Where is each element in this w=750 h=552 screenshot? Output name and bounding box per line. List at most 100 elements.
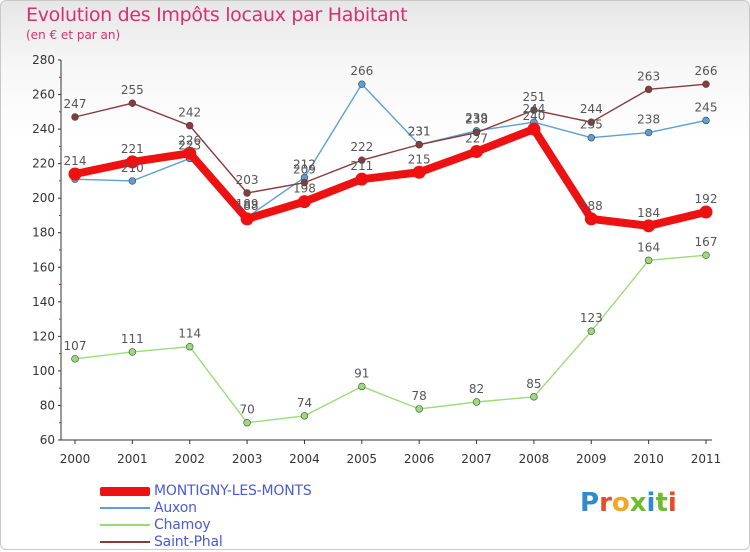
data-point-montigny-les-monts <box>68 167 82 181</box>
data-label-montigny-les-monts: 240 <box>522 109 545 123</box>
data-label-auxon: 231 <box>408 125 431 139</box>
data-label-montigny-les-monts: 215 <box>408 152 431 166</box>
data-label-saint-phal: 263 <box>637 69 660 83</box>
data-label-chamoy: 85 <box>526 377 541 391</box>
data-label-chamoy: 74 <box>297 396 312 410</box>
series-line-saint-phal <box>74 83 707 194</box>
x-tick-label: 2003 <box>232 452 263 466</box>
data-label-auxon: 238 <box>637 113 660 127</box>
data-label-montigny-les-monts: 198 <box>293 182 316 196</box>
data-point-saint-phal <box>644 85 653 94</box>
x-tick-label: 2001 <box>117 452 148 466</box>
data-point-saint-phal <box>186 121 194 130</box>
data-label-saint-phal: 209 <box>293 163 316 177</box>
data-point-chamoy <box>243 419 251 427</box>
legend-label-chamoy: Chamoy <box>154 517 211 533</box>
data-label-saint-phal: 247 <box>64 97 87 111</box>
logo-letter: x <box>629 488 647 518</box>
data-label-chamoy: 82 <box>469 382 484 396</box>
y-tick-label: 160 <box>32 260 55 274</box>
series-line-montigny-les-monts <box>71 125 710 230</box>
data-point-chamoy <box>415 405 423 413</box>
data-label-chamoy: 78 <box>412 389 427 403</box>
data-point-chamoy <box>186 343 194 351</box>
data-point-montigny-les-monts <box>584 212 598 226</box>
data-label-chamoy: 114 <box>178 327 201 341</box>
proxiti-logo: Proxiti <box>580 488 677 518</box>
legend-swatch-auxon <box>100 507 150 509</box>
data-point-montigny-les-monts <box>125 155 139 169</box>
x-tick-label: 2009 <box>576 452 607 466</box>
chart-title: Evolution des Impôts locaux par Habitant <box>26 4 408 26</box>
legend-swatch-montigny <box>100 487 150 496</box>
logo-letter: i <box>646 488 656 518</box>
data-point-auxon <box>644 128 653 137</box>
data-label-chamoy: 107 <box>64 339 87 353</box>
data-label-chamoy: 91 <box>354 366 369 380</box>
data-point-montigny-les-monts <box>642 219 656 233</box>
data-label-montigny-les-monts: 184 <box>637 206 660 220</box>
logo-letter: P <box>580 488 600 518</box>
x-tick-label: 2006 <box>404 452 435 466</box>
data-label-montigny-les-monts: 188 <box>236 199 259 213</box>
data-label-chamoy: 164 <box>637 240 660 254</box>
data-label-saint-phal: 238 <box>465 113 488 127</box>
data-label-saint-phal: 244 <box>580 102 603 116</box>
x-tick-label: 2010 <box>633 452 664 466</box>
data-point-saint-phal <box>243 189 251 197</box>
data-label-montigny-les-monts: 221 <box>121 142 144 156</box>
data-point-saint-phal <box>300 178 309 187</box>
data-point-chamoy <box>71 355 79 363</box>
x-tick-label: 2011 <box>691 452 722 466</box>
logo-letter: o <box>611 488 630 518</box>
data-point-chamoy <box>530 393 538 401</box>
data-label-auxon: 189 <box>236 197 259 211</box>
data-point-montigny-les-monts <box>699 205 713 219</box>
data-point-saint-phal <box>415 140 423 149</box>
y-tick-label: 240 <box>32 122 55 136</box>
series-line-chamoy <box>74 254 707 424</box>
x-tick-label: 2007 <box>461 452 492 466</box>
y-tick-label: 200 <box>32 191 55 205</box>
data-point-montigny-les-monts <box>412 165 426 179</box>
y-tick-label: 80 <box>40 398 55 412</box>
data-point-chamoy <box>702 251 710 259</box>
data-label-auxon: 235 <box>580 118 603 132</box>
data-point-saint-phal <box>358 156 366 164</box>
data-label-saint-phal: 242 <box>178 106 201 120</box>
y-tick-label: 260 <box>32 88 55 102</box>
data-label-auxon: 239 <box>465 111 488 125</box>
data-point-montigny-les-monts <box>297 195 311 209</box>
chart-subtitle: (en € et par an) <box>26 28 121 42</box>
data-label-saint-phal: 231 <box>408 125 431 139</box>
x-tick-label: 2000 <box>60 452 91 466</box>
data-label-montigny-les-monts: 226 <box>178 133 201 147</box>
data-label-chamoy: 111 <box>121 332 144 346</box>
y-tick-label: 280 <box>32 53 55 67</box>
data-point-montigny-les-monts <box>240 212 254 226</box>
data-label-saint-phal: 255 <box>121 83 144 97</box>
data-label-saint-phal: 266 <box>695 64 718 78</box>
data-label-montigny-les-monts: 227 <box>465 132 488 146</box>
x-tick-label: 2008 <box>519 452 550 466</box>
data-point-auxon <box>128 177 137 185</box>
data-point-montigny-les-monts <box>183 146 197 160</box>
x-tick-label: 2002 <box>174 452 205 466</box>
data-point-saint-phal <box>702 80 710 88</box>
data-point-saint-phal <box>472 128 481 137</box>
legend-swatch-saint-phal <box>100 541 150 543</box>
y-tick-label: 220 <box>32 157 55 171</box>
data-point-saint-phal <box>128 99 137 107</box>
data-point-saint-phal <box>587 118 595 126</box>
legend-label-saint-phal: Saint-Phal <box>154 534 223 550</box>
legend-swatch-chamoy <box>100 524 150 526</box>
data-point-montigny-les-monts <box>355 172 369 186</box>
data-point-montigny-les-monts <box>470 145 484 159</box>
data-point-auxon <box>702 116 710 125</box>
data-label-chamoy: 123 <box>580 311 603 325</box>
data-label-montigny-les-monts: 192 <box>695 192 718 206</box>
data-point-chamoy <box>587 327 595 335</box>
y-tick-label: 120 <box>32 329 55 343</box>
